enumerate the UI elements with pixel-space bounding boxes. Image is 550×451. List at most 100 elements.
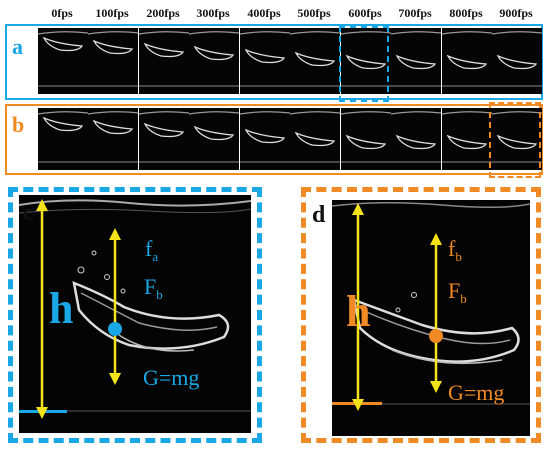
row-b-frame-9: [492, 108, 542, 170]
water-surface: [391, 31, 441, 35]
row-b-frame-6: [341, 108, 391, 170]
fps-label-800: 800fps: [449, 6, 483, 20]
boat-hull: [294, 131, 336, 147]
boat-hull: [92, 39, 134, 55]
row-b-frame-3: [189, 108, 239, 170]
water-surface: [391, 111, 441, 115]
water-surface: [139, 31, 189, 35]
row-b-frame-scene-2: [139, 111, 189, 163]
row-a-frame-scene-5: [290, 31, 340, 87]
water-surface: [189, 111, 239, 115]
row-b-frame-7: [391, 108, 441, 170]
boat-hull-inner: [80, 292, 218, 331]
row-b-frame-scene-9: [492, 111, 542, 163]
row-b-frame-scene-7: [391, 111, 441, 163]
fps-label-300: 300fps: [196, 6, 230, 20]
row-a-letter: a: [12, 34, 23, 59]
boat-hull: [244, 48, 286, 64]
row-b-frame-8: [442, 108, 492, 170]
gravity-arrow-head: [430, 381, 442, 393]
water-surface: [38, 111, 88, 115]
row-b-letter: b: [12, 112, 25, 137]
row-b-frame-scene-5: [290, 111, 340, 163]
fps-label-400: 400fps: [247, 6, 281, 20]
water-surface-reflection: [19, 208, 251, 214]
boat-hull-bottom: [118, 334, 195, 352]
center-of-mass-dot: [429, 329, 443, 343]
fps-label-200: 200fps: [146, 6, 180, 20]
water-surface: [492, 111, 542, 115]
row-a-frame-scene-4: [240, 31, 290, 87]
height-arrow-up-head: [352, 203, 364, 215]
panel-d-height-label: h: [346, 287, 371, 336]
water-surface: [240, 31, 290, 35]
row-a-frame-scene-0: [38, 31, 88, 87]
droplet: [120, 288, 126, 294]
boat-hull: [143, 122, 185, 138]
height-arrow-down-head: [352, 399, 364, 411]
row-b-frame-scene-1: [88, 111, 138, 163]
water-surface: [442, 111, 492, 115]
boat-hull: [496, 54, 538, 70]
boat-hull: [143, 42, 185, 58]
row-a-frame-scene-9: [492, 31, 542, 87]
panel-c-scene: [19, 199, 251, 419]
boat-hull: [244, 128, 286, 144]
water-surface: [341, 111, 391, 115]
water-surface: [38, 31, 88, 35]
water-surface: [492, 31, 542, 35]
panel-d-gravity-label: G=mg: [448, 380, 505, 405]
row-a-frame-scene-6: [341, 31, 391, 87]
panel-c-gravity-label: G=mg: [143, 365, 200, 390]
boat-hull: [72, 280, 230, 350]
buoyancy-arrow-head: [109, 228, 121, 240]
row-a-frame-scene-8: [442, 31, 492, 87]
row-a-frame-5: [290, 28, 340, 94]
boat-hull: [92, 119, 134, 135]
row-b-frame-scene-4: [240, 111, 290, 163]
panel-d-F-label: Fb: [448, 278, 467, 306]
water-surface: [341, 31, 391, 35]
row-b-box: [5, 104, 543, 175]
row-a-frame-7: [391, 28, 441, 94]
boat-hull: [294, 51, 336, 67]
boat-hull: [345, 54, 387, 70]
boat-hull: [395, 134, 437, 150]
water-surface: [19, 199, 251, 207]
row-a-frame-6: [341, 28, 391, 94]
row-a-frame-0: [38, 28, 88, 94]
panel-d-scene: [332, 201, 530, 411]
water-surface: [189, 31, 239, 35]
panel-d-letter: d: [312, 202, 326, 228]
panel-c-photo: [19, 195, 251, 433]
fps-label-500: 500fps: [297, 6, 331, 20]
boat-hull: [395, 54, 437, 70]
panel-c-F-label: Fb: [144, 274, 163, 302]
row-b-frame-scene-3: [189, 111, 239, 163]
droplet: [411, 292, 417, 298]
panel-c-height-label: h: [49, 284, 74, 333]
boat-hull: [42, 36, 84, 52]
buoyancy-arrow-head: [430, 233, 442, 245]
row-a-frame-8: [442, 28, 492, 94]
fps-label-0: 0fps: [51, 6, 73, 20]
water-surface: [442, 31, 492, 35]
water-surface: [290, 31, 340, 35]
fps-label-900: 900fps: [499, 6, 533, 20]
row-a-frame-4: [240, 28, 290, 94]
water-surface: [88, 31, 138, 35]
row-a-frame-2: [139, 28, 189, 94]
height-arrow-down-head: [36, 407, 48, 419]
water-surface: [240, 111, 290, 115]
boat-hull: [446, 54, 488, 70]
droplet: [77, 266, 85, 274]
row-a-frame-3: [189, 28, 239, 94]
droplet: [91, 250, 97, 256]
fps-label-600: 600fps: [348, 6, 382, 20]
water-surface: [332, 201, 530, 208]
water-surface: [88, 111, 138, 115]
row-b-frame-scene-8: [442, 111, 492, 163]
boat-hull-bottom: [391, 349, 503, 365]
gravity-arrow-head: [109, 373, 121, 385]
row-a-frame-9: [492, 28, 542, 94]
